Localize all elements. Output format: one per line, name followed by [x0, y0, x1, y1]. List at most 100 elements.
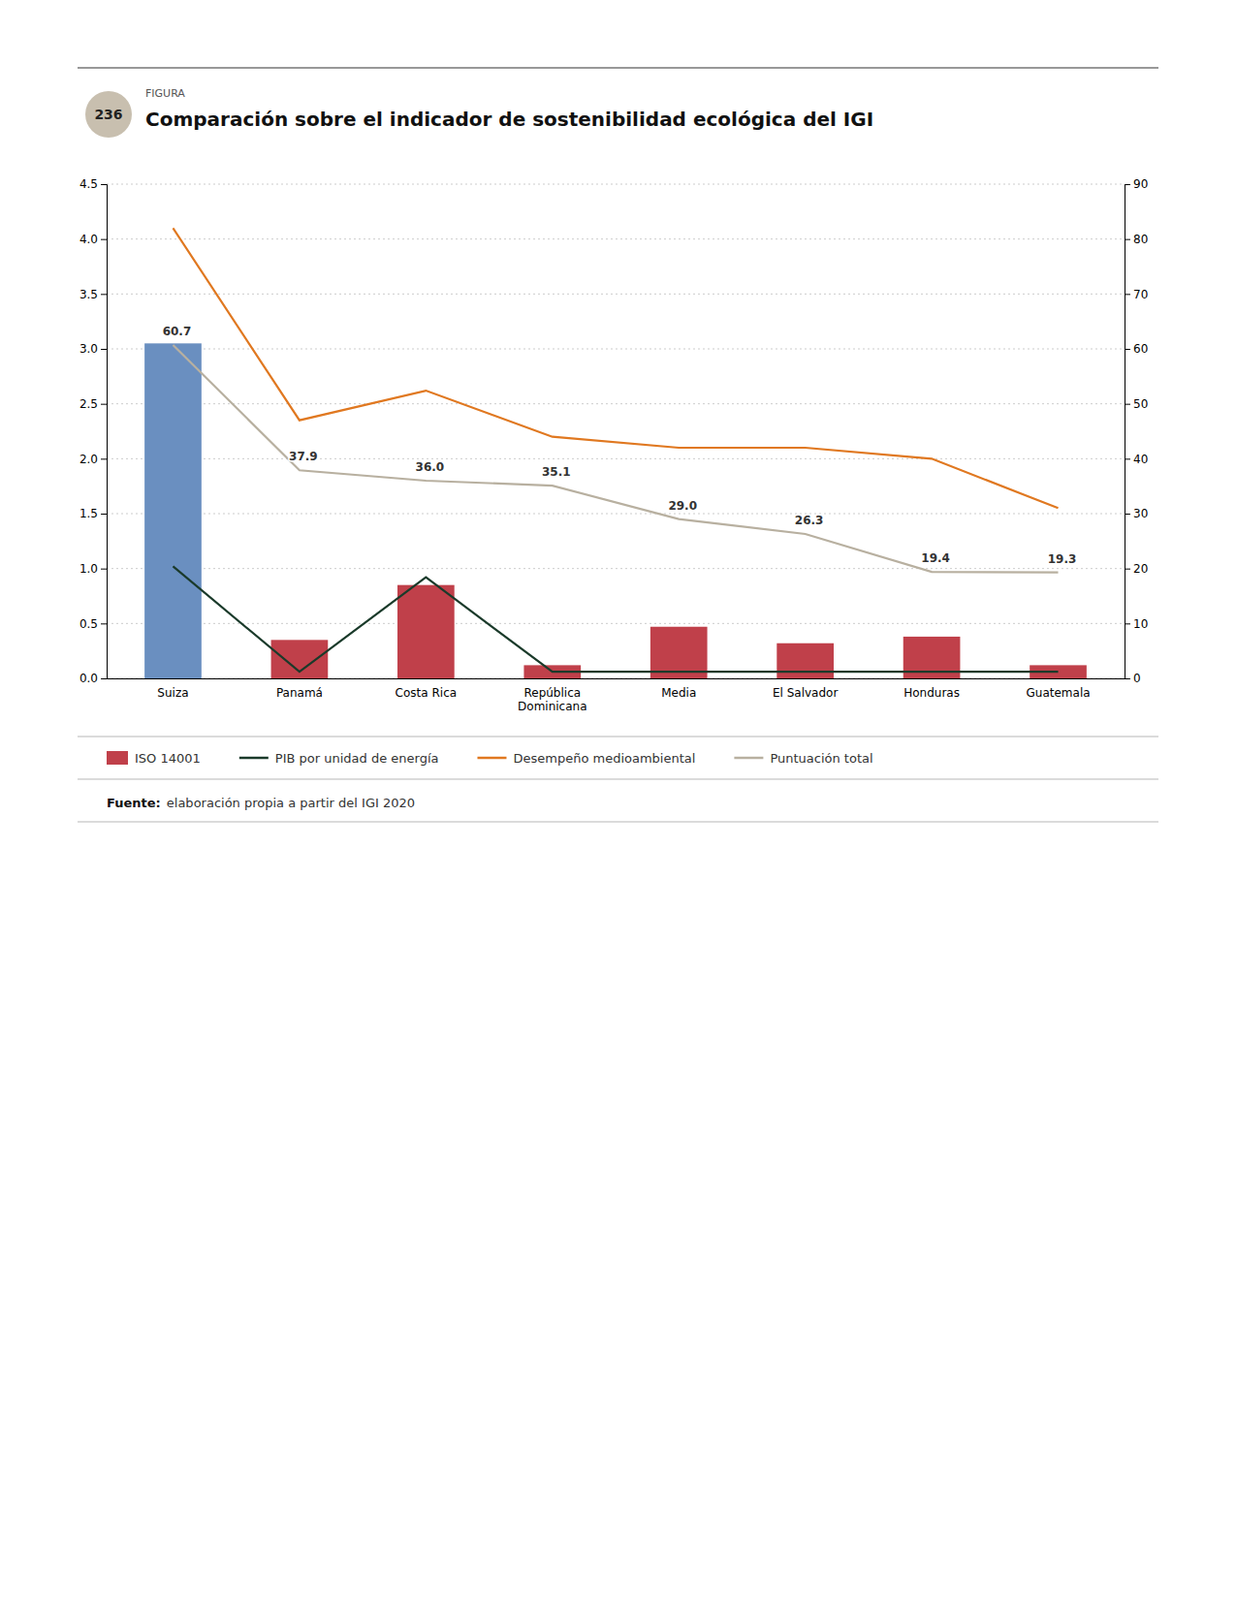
line: [172, 345, 1058, 573]
legend-label: PIB por unidad de energía: [275, 751, 440, 766]
legend-label: Puntuación total: [769, 751, 873, 766]
tick-label: El Salvador: [772, 686, 838, 700]
tick-label: 3.5: [79, 287, 98, 302]
tick-mark: [1124, 513, 1131, 515]
tick-label: 80: [1133, 232, 1148, 247]
axis-line: [1125, 185, 1132, 680]
tick: Suiza: [157, 686, 189, 700]
axis-line: [107, 678, 1126, 680]
legend-item: Desempeño medioambiental: [476, 751, 696, 766]
legend-item: Puntuación total: [733, 751, 873, 766]
tick-mark: [1124, 458, 1131, 460]
tick: 2.5: [79, 397, 107, 412]
data-label: 29.0: [667, 499, 698, 513]
data-label: 37.9: [288, 449, 318, 464]
tick-mark: [1124, 184, 1131, 186]
tick-label: Guatemala: [1025, 686, 1090, 700]
tick: 4.0: [79, 232, 107, 247]
legend-label: ISO 14001: [134, 751, 201, 766]
data-label: 35.1: [541, 465, 571, 479]
tick-label: 10: [1133, 617, 1148, 632]
tick: 4.5: [79, 177, 107, 191]
line: [172, 227, 1058, 508]
tick: 60: [1124, 342, 1148, 356]
tick-mark: [100, 404, 107, 406]
tick-mark: [100, 623, 107, 625]
legend-swatch: [239, 757, 269, 761]
legend-item: ISO 14001: [106, 751, 201, 766]
legend-swatch: [733, 757, 763, 761]
tick-label: 70: [1133, 287, 1148, 302]
tick: 30: [1124, 507, 1148, 521]
data-labels: 60.737.936.035.129.026.319.419.3: [162, 324, 1078, 567]
tick: 50: [1124, 397, 1148, 412]
tick-label: 2.0: [79, 452, 98, 467]
tick: 3.5: [79, 287, 107, 302]
tick: RepúblicaDominicana: [517, 686, 587, 714]
tick-label: 0.5: [79, 617, 98, 632]
tick: 20: [1124, 562, 1148, 576]
y-axis: 0.00.51.01.52.02.53.03.54.04.5: [79, 177, 108, 686]
rule: [77, 736, 1159, 738]
bar-series: [144, 343, 1087, 679]
grid: [106, 184, 1125, 679]
grid-line: [106, 568, 1125, 570]
figure-label: 236: [94, 106, 123, 123]
bar: [776, 643, 834, 679]
grid-line: [106, 513, 1125, 515]
grid-line: [106, 623, 1125, 625]
tick: 90: [1124, 177, 1148, 191]
data-label: 26.3: [794, 513, 824, 528]
axis-line: [100, 185, 108, 680]
line: [172, 566, 1058, 672]
tick-mark: [1124, 404, 1131, 406]
tick-label: RepúblicaDominicana: [517, 686, 587, 714]
tick-mark: [100, 184, 107, 186]
tick-mark: [1124, 239, 1131, 241]
tick-label: 50: [1133, 397, 1148, 412]
tick-label: 90: [1133, 177, 1148, 191]
badge: [85, 91, 132, 138]
tick-label: 1.5: [79, 507, 98, 521]
tick-mark: [1124, 348, 1131, 350]
tick: El Salvador: [772, 686, 838, 700]
tick-mark: [100, 239, 107, 241]
data-label: 19.3: [1047, 552, 1078, 567]
tick: Honduras: [903, 686, 960, 700]
tick-label: Suiza: [157, 686, 189, 700]
y2-axis: 0 10 20 30 40 50 60 70 80 90: [1124, 177, 1148, 686]
legend-label: Desempeño medioambiental: [512, 751, 696, 766]
tick: 40: [1124, 452, 1148, 467]
grid-line: [106, 238, 1125, 240]
tick: 80: [1124, 232, 1148, 247]
tick-mark: [100, 293, 107, 295]
grid-line: [106, 403, 1125, 405]
data-label: 60.7: [162, 324, 192, 339]
tick-label: Honduras: [903, 686, 960, 700]
tick: Media: [661, 686, 697, 700]
tick: 0.0: [79, 671, 107, 686]
rule: [77, 779, 1159, 781]
grid-line: [106, 184, 1125, 186]
tick-label: 30: [1133, 507, 1148, 521]
tick-label: Media: [661, 686, 697, 700]
tick-label: 0: [1133, 671, 1141, 686]
tick-label: Panamá: [276, 686, 323, 700]
tick: Guatemala: [1025, 686, 1090, 700]
figure-tag: FIGURA: [145, 87, 186, 100]
tick-label: Costa Rica: [395, 686, 457, 700]
title: Comparación sobre el indicador de sosten…: [145, 107, 874, 131]
legend-swatch: [106, 751, 128, 765]
tick-label: 20: [1133, 562, 1148, 576]
grid-line: [106, 348, 1125, 350]
tick-label: 1.0: [79, 562, 98, 576]
tick-label: 4.0: [79, 232, 98, 247]
tick: 1.5: [79, 507, 107, 521]
tick: 2.0: [79, 452, 107, 467]
source-label: Fuente:: [106, 795, 161, 811]
tick-mark: [100, 458, 107, 460]
source: Fuente:elaboración propia a partir del I…: [106, 795, 415, 811]
rule: [77, 66, 1159, 68]
tick: 1.0: [79, 562, 107, 576]
chart: 236 FIGURA Comparación sobre el indicador …: [0, 0, 1236, 1600]
